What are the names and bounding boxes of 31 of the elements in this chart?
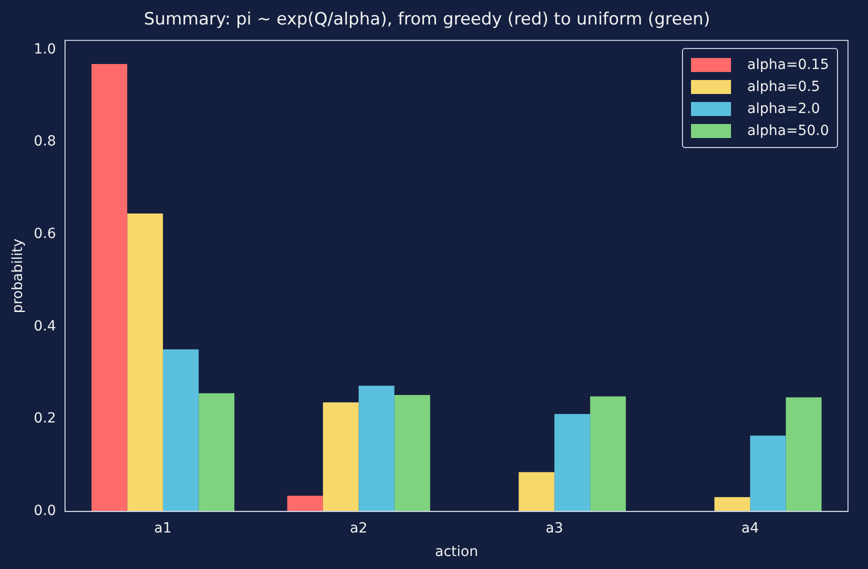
y-tick-label: 0.8 (34, 134, 56, 150)
chart-title: Summary: pi ~ exp(Q/alpha), from greedy (red) to uniform (green) (144, 10, 710, 30)
bar (287, 496, 323, 512)
y-tick-label: 0.6 (34, 226, 56, 242)
bar (554, 414, 590, 512)
y-tick-label: 0.2 (34, 410, 56, 427)
x-tick-label: a2 (350, 520, 368, 536)
bar (394, 395, 430, 512)
bar (786, 397, 822, 512)
y-axis-title: probability (10, 238, 26, 314)
legend-label: alpha=0.15 (747, 56, 829, 76)
bar (91, 64, 128, 512)
bar (590, 396, 626, 512)
legend-label: alpha=50.0 (747, 122, 829, 142)
legend-label: alpha=0.5 (747, 78, 820, 98)
y-tick-label: 0.0 (34, 503, 56, 520)
bar (518, 472, 554, 512)
bar (127, 214, 163, 512)
bar (162, 349, 199, 512)
y-tick-label: 1.0 (34, 41, 56, 58)
legend-label: alpha=2.0 (747, 100, 820, 120)
bar (198, 393, 234, 512)
x-tick-label: a4 (741, 520, 759, 536)
bar (714, 497, 750, 512)
x-axis-title: action (434, 544, 478, 560)
x-tick-label: a3 (546, 520, 564, 536)
y-tick-label: 0.4 (34, 318, 56, 334)
bar (322, 402, 359, 512)
bar (750, 436, 786, 512)
x-tick-label: a1 (154, 520, 172, 536)
bar (358, 386, 394, 512)
